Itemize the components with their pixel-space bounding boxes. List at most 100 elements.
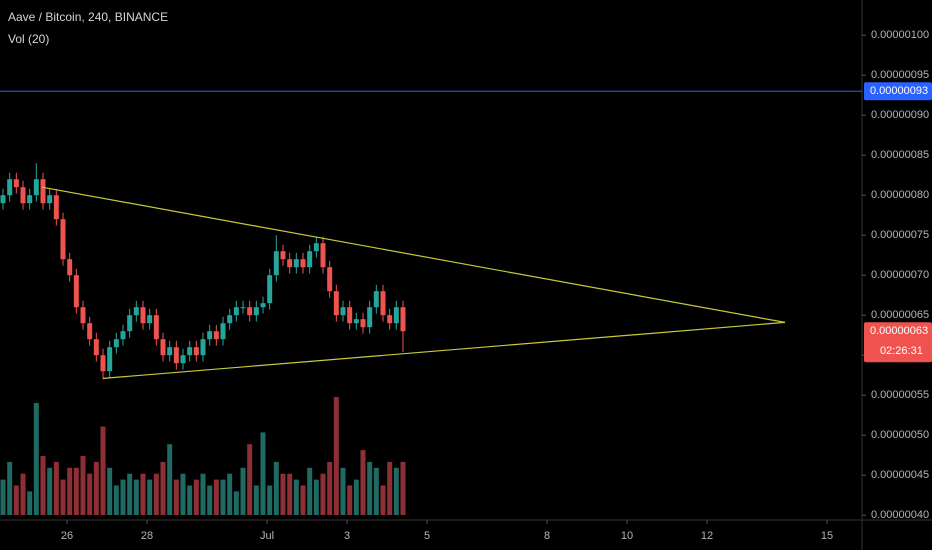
candle-body bbox=[60, 219, 66, 260]
volume-bar bbox=[187, 485, 193, 515]
volume-bar bbox=[153, 473, 159, 515]
candle-body bbox=[233, 307, 239, 316]
volume-bar bbox=[47, 467, 53, 515]
candle-body bbox=[127, 315, 133, 332]
candle-body bbox=[220, 323, 226, 340]
candle-body bbox=[213, 331, 219, 340]
volume-bar bbox=[93, 461, 99, 515]
y-tick-label: 0.00000075 bbox=[871, 229, 929, 241]
candle-body bbox=[13, 179, 19, 188]
volume-bar bbox=[293, 479, 299, 515]
y-tick-label: 0.00000065 bbox=[871, 309, 929, 321]
candle-body bbox=[47, 195, 53, 204]
candle-body bbox=[280, 251, 286, 260]
volume-bar bbox=[333, 397, 339, 515]
hline-tag bbox=[864, 82, 932, 101]
candle-body bbox=[260, 303, 266, 308]
x-tick-label: 26 bbox=[61, 530, 73, 542]
volume-bar bbox=[387, 461, 393, 515]
candle-body bbox=[80, 307, 86, 324]
volume-bar bbox=[253, 485, 259, 515]
candle-body bbox=[93, 339, 99, 356]
candle-body bbox=[287, 259, 293, 268]
volume-bar bbox=[40, 456, 46, 515]
y-tick-label: 0.00000080 bbox=[871, 189, 929, 201]
volume-bar bbox=[260, 432, 266, 515]
volume-bar bbox=[367, 461, 373, 515]
y-tick-label: 0.00000045 bbox=[871, 469, 929, 481]
volume-bar bbox=[173, 479, 179, 515]
candle-body bbox=[193, 347, 199, 356]
indicator-label: Vol (20) bbox=[8, 32, 49, 46]
candle-body bbox=[107, 347, 113, 372]
y-tick-label: 0.00000050 bbox=[871, 429, 929, 441]
volume-bar bbox=[340, 467, 346, 515]
volume-bar bbox=[347, 485, 353, 515]
volume-bar bbox=[0, 479, 6, 515]
candle-body bbox=[380, 291, 386, 316]
candle-body bbox=[300, 259, 306, 268]
candle-body bbox=[333, 291, 339, 316]
trend-line bbox=[102, 321, 786, 379]
volume-bar bbox=[227, 473, 233, 515]
x-tick-label: 8 bbox=[544, 530, 550, 542]
volume-bar bbox=[193, 479, 199, 515]
volume-bar bbox=[180, 473, 186, 515]
last-price-tag bbox=[864, 322, 932, 363]
candle-body bbox=[347, 307, 353, 324]
volume-bar bbox=[307, 467, 313, 515]
candle-body bbox=[113, 339, 119, 348]
volume-bar bbox=[13, 485, 19, 515]
candle-body bbox=[200, 339, 206, 356]
y-tick-label: 0.00000090 bbox=[871, 109, 929, 121]
candle-body bbox=[360, 319, 366, 328]
candle-body bbox=[247, 307, 253, 316]
volume-bar bbox=[120, 479, 126, 515]
volume-bar bbox=[267, 485, 273, 515]
volume-bar bbox=[320, 473, 326, 515]
volume-bar bbox=[280, 473, 286, 515]
last-price-label: 0.00000063 bbox=[870, 325, 928, 337]
candle-body bbox=[393, 307, 399, 324]
candle-body bbox=[253, 307, 259, 316]
volume-bar bbox=[27, 491, 33, 515]
volume-bar bbox=[107, 467, 113, 515]
volume-bar bbox=[113, 485, 119, 515]
volume-bar bbox=[7, 461, 13, 515]
volume-bar bbox=[100, 426, 106, 515]
candle-body bbox=[267, 275, 273, 304]
volume-bar bbox=[207, 485, 213, 515]
volume-bar bbox=[133, 479, 139, 515]
volume-bar bbox=[373, 467, 379, 515]
y-tick-label: 0.00000100 bbox=[871, 29, 929, 41]
volume-bar bbox=[400, 461, 406, 515]
candle-body bbox=[273, 251, 279, 276]
volume-bar bbox=[247, 444, 253, 515]
chart-title: Aave / Bitcoin, 240, BINANCE bbox=[8, 10, 168, 24]
x-tick-label: 28 bbox=[141, 530, 153, 542]
candle-body bbox=[353, 319, 359, 324]
candle-body bbox=[227, 315, 233, 324]
hline-tag-label: 0.00000093 bbox=[870, 85, 928, 97]
candle-body bbox=[53, 195, 59, 220]
candle-body bbox=[387, 315, 393, 324]
volume-bar bbox=[147, 479, 153, 515]
volume-bar bbox=[53, 461, 59, 515]
x-tick-label: 15 bbox=[821, 530, 833, 542]
candle-body bbox=[27, 195, 33, 204]
candle-body bbox=[327, 267, 333, 292]
candle-body bbox=[167, 347, 173, 356]
volume-bar bbox=[353, 479, 359, 515]
candle-body bbox=[207, 331, 213, 340]
candle-body bbox=[67, 259, 73, 276]
volume-bar bbox=[327, 461, 333, 515]
candle-body bbox=[307, 251, 313, 268]
volume-bar bbox=[287, 473, 293, 515]
candle-body bbox=[293, 259, 299, 268]
candle-body bbox=[147, 315, 153, 324]
volume-bar bbox=[60, 479, 66, 515]
plot bbox=[0, 90, 862, 515]
candle-body bbox=[140, 307, 146, 324]
x-tick-label: 10 bbox=[621, 530, 633, 542]
volume-bar bbox=[67, 467, 73, 515]
